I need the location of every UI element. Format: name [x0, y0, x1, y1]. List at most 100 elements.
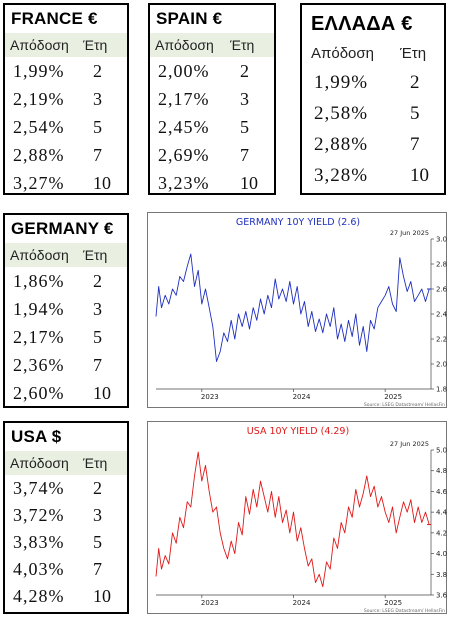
y-tick-label: 2.2: [436, 336, 447, 344]
table-title: USA $: [11, 427, 62, 446]
chart-title: GERMANY 10Y YIELD (2.6): [236, 217, 360, 228]
years-cell: 3: [240, 88, 249, 109]
germany-10y-chart-svg: GERMANY 10Y YIELD (2.6) 27 Jun 2025 1.8 2.0…: [155, 217, 448, 408]
years-cell: 10: [93, 586, 111, 606]
years-cell: 3: [93, 88, 102, 109]
x-tick-label: 2024: [293, 599, 311, 607]
table-body: 2,00% 2 2,17% 3 2,45% 5 2,69% 7 3,23% 10: [150, 57, 274, 197]
usa-yield-table: USA $ Απόδοση Έτη 3,74% 2 3,72% 3 3,83% 5 4…: [3, 421, 129, 614]
years-cell: 7: [410, 133, 420, 155]
table-row: 4,28% 10: [5, 583, 127, 610]
germany-10y-chart: GERMANY 10Y YIELD (2.6) 27 Jun 2025 1.8 2.0…: [147, 212, 448, 408]
y-tick-label: 2.4: [436, 311, 448, 319]
years-cell: 5: [93, 116, 102, 137]
years-cell: 2: [93, 60, 102, 81]
years-cell: 7: [93, 354, 102, 375]
table-row: 2,88% 7: [5, 141, 127, 169]
y-tick-label: 5.0: [436, 447, 447, 455]
table-row: 1,94% 3: [5, 295, 127, 323]
y-tick-label: 2.0: [436, 361, 447, 369]
yield-cell: 4,03%: [13, 559, 65, 579]
years-column-header: Έτη: [83, 247, 108, 263]
years-cell: 2: [93, 270, 102, 291]
table-row: 3,72% 3: [5, 502, 127, 529]
years-cell: 2: [410, 71, 420, 93]
years-cell: 2: [240, 60, 249, 81]
y-tick-label: 4.2: [436, 529, 447, 537]
x-tick-label: 2025: [384, 599, 402, 607]
years-cell: 3: [93, 505, 102, 525]
x-tick-label: 2023: [201, 599, 219, 607]
france-yield-table: FRANCE € Απόδοση Έτη 1,99% 2 2,19% 3 2,54%…: [3, 3, 129, 195]
table-title: SPAIN €: [156, 9, 223, 28]
years-cell: 5: [93, 532, 102, 552]
table-row: 2,45% 5: [150, 113, 274, 141]
yield-cell: 2,45%: [158, 116, 210, 137]
yield-cell: 3,23%: [158, 172, 210, 193]
table-row: 3,27% 10: [5, 169, 127, 197]
years-cell: 7: [93, 144, 102, 165]
years-cell: 10: [93, 382, 111, 403]
y-tick-label: 4.0: [436, 550, 447, 558]
table-row: 1,99% 2: [302, 67, 444, 98]
years-cell: 2: [93, 478, 102, 498]
table-row: 2,17% 5: [5, 323, 127, 351]
table-row: 1,99% 2: [5, 57, 127, 85]
yield-cell: 3,74%: [13, 478, 65, 498]
years-cell: 10: [410, 164, 429, 186]
germany-yield-table: GERMANY € Απόδοση Έτη 1,86% 2 1,94% 3 2,17…: [3, 213, 129, 408]
y-tick-label: 3.6: [436, 592, 448, 600]
yield-column-header: Απόδοση: [155, 37, 214, 53]
table-row: 2,58% 5: [302, 98, 444, 129]
yield-cell: 1,94%: [13, 298, 65, 319]
table-row: 3,23% 10: [150, 169, 274, 197]
yield-column-header: Απόδοση: [311, 44, 374, 62]
usa-10y-chart-svg: USA 10Y YIELD (4.29) 27 Jun 2025 3.6 3.8 4.0…: [155, 426, 448, 614]
yield-column-header: Απόδοση: [10, 37, 69, 53]
table-row: 2,60% 10: [5, 379, 127, 407]
y-tick-label: 3.8: [436, 571, 447, 579]
years-cell: 10: [93, 172, 111, 193]
yield-cell: 3,83%: [13, 532, 65, 552]
years-column-header: Έτη: [400, 44, 427, 62]
table-row: 3,28% 10: [302, 160, 444, 191]
years-column-header: Έτη: [83, 37, 108, 53]
years-cell: 5: [410, 102, 420, 124]
chart-date-label: 27 Jun 2025: [390, 440, 429, 448]
table-header: Απόδοση Έτη: [150, 33, 274, 57]
yield-column-header: Απόδοση: [10, 455, 69, 471]
y-tick-label: 2.8: [436, 261, 447, 269]
years-column-header: Έτη: [83, 455, 108, 471]
y-tick-label: 4.8: [436, 467, 447, 475]
table-header: Απόδοση Έτη: [5, 243, 127, 267]
yield-cell: 3,27%: [13, 172, 65, 193]
years-cell: 3: [93, 298, 102, 319]
yield-cell: 2,69%: [158, 144, 210, 165]
years-column-header: Έτη: [230, 37, 255, 53]
yield-cell: 4,28%: [13, 586, 65, 606]
table-row: 2,88% 7: [302, 129, 444, 160]
table-row: 3,83% 5: [5, 529, 127, 556]
table-row: 2,54% 5: [5, 113, 127, 141]
table-row: 2,19% 3: [5, 85, 127, 113]
yield-cell: 3,72%: [13, 505, 65, 525]
years-cell: 5: [93, 326, 102, 347]
y-tick-label: 4.4: [436, 509, 448, 517]
table-header: Απόδοση Έτη: [5, 451, 127, 475]
years-cell: 7: [93, 559, 102, 579]
series-line: [155, 253, 430, 362]
table-title: FRANCE €: [11, 9, 98, 28]
table-row: 2,00% 2: [150, 57, 274, 85]
y-tick-label: 3.0: [436, 236, 447, 244]
chart-date-label: 27 Jun 2025: [390, 229, 429, 237]
x-tick-label: 2025: [384, 393, 402, 401]
usa-10y-chart: USA 10Y YIELD (4.29) 27 Jun 2025 3.6 3.8 4.0…: [147, 421, 448, 614]
yield-cell: 1,99%: [314, 71, 369, 93]
greece-yield-table: ΕΛΛΑΔΑ € Απόδοση Έτη 1,99% 2 2,58% 5 2,88%…: [300, 3, 446, 195]
table-row: 4,03% 7: [5, 556, 127, 583]
table-title: ΕΛΛΑΔΑ €: [311, 13, 413, 35]
chart-title: USA 10Y YIELD (4.29): [247, 426, 349, 437]
table-body: 1,86% 2 1,94% 3 2,17% 5 2,36% 7 2,60% 10: [5, 267, 127, 407]
table-body: 1,99% 2 2,58% 5 2,88% 7 3,28% 10: [302, 67, 444, 191]
x-tick-label: 2023: [201, 393, 219, 401]
